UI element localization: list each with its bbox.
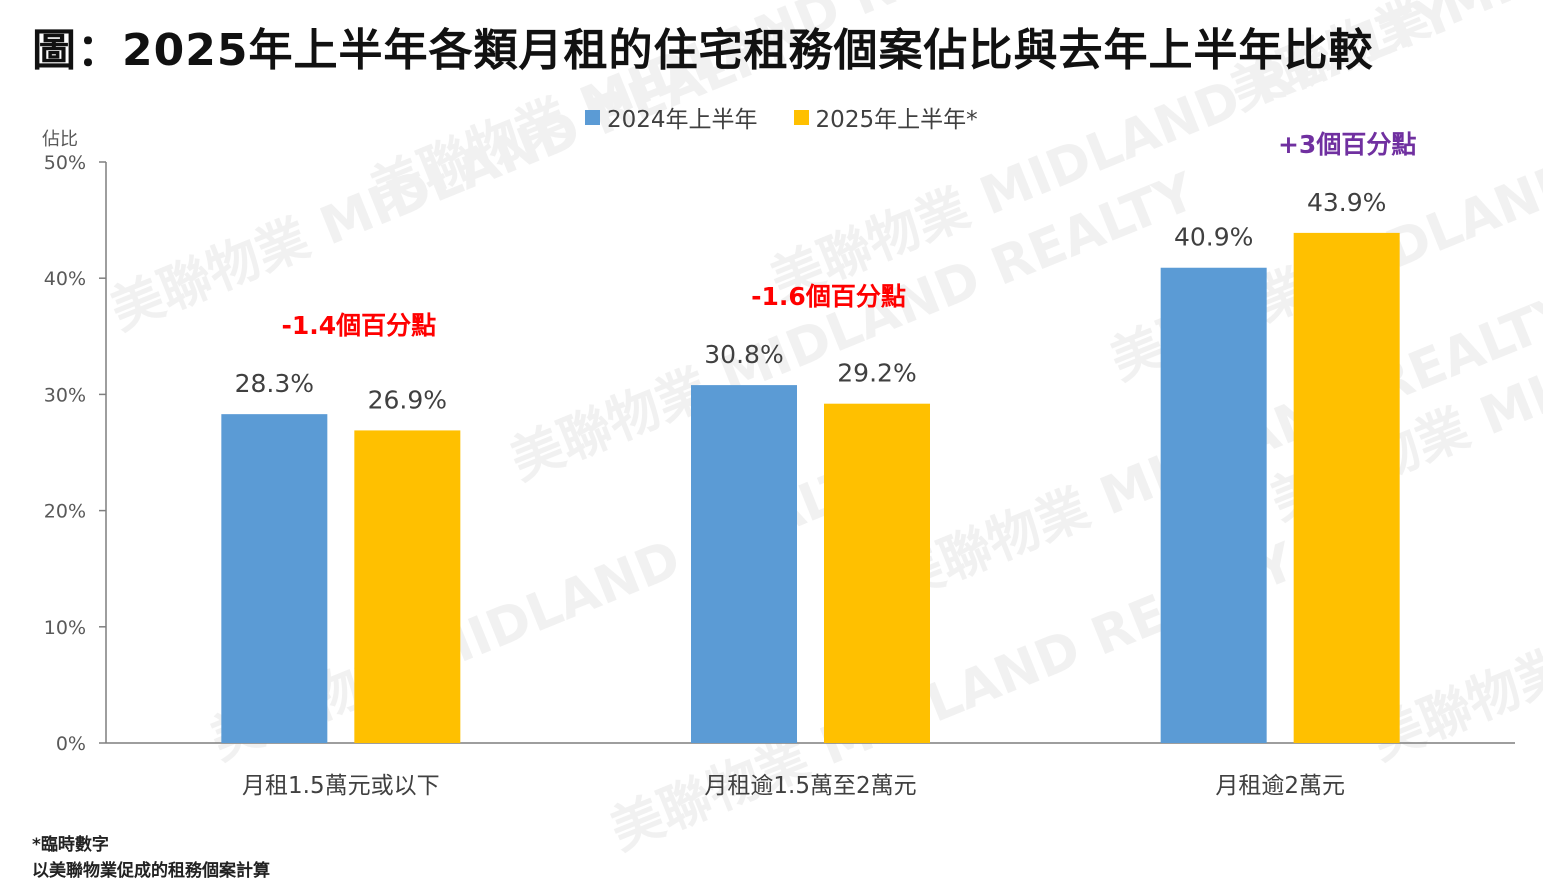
category-labels: 月租1.5萬元或以下 月租逾1.5萬至2萬元 月租逾2萬元 [242, 773, 1345, 799]
legend-swatch-2024 [585, 109, 600, 125]
bar-2025-2 [1293, 232, 1400, 743]
category-label: 月租1.5萬元或以下 [242, 773, 440, 799]
value-label: 26.9% [368, 385, 447, 414]
y-axis-label: 佔比 [42, 129, 78, 150]
value-label: 40.9% [1174, 223, 1253, 252]
footnote-source: 以美聯物業促成的租務個案計算 [32, 861, 270, 881]
y-tick-label: 10% [44, 617, 86, 639]
change-annotations: -1.4個百分點 -1.6個百分點 +3個百分點 [281, 130, 1416, 340]
y-tick-label: 30% [44, 384, 86, 406]
bar-2025-1 [824, 403, 930, 743]
bars [221, 232, 1400, 743]
bar-2024-1 [691, 385, 797, 743]
legend: 2024年上半年 2025年上半年* [585, 100, 1014, 134]
bar-2024-2 [1160, 267, 1267, 743]
value-label: 30.8% [704, 340, 783, 369]
change-annotation: +3個百分點 [1278, 130, 1416, 159]
footnote-provisional: *臨時數字 [32, 835, 109, 855]
y-tick-label: 50% [44, 152, 86, 174]
bar-2025-0 [354, 430, 461, 743]
value-label: 28.3% [235, 369, 314, 398]
legend-item-2024: 2024年上半年 [585, 100, 758, 134]
chart-title: 圖：2025年上半年各類月租的住宅租務個案佔比與去年上半年比較 [32, 25, 1374, 76]
y-tick-label: 40% [44, 268, 86, 290]
y-tick-label: 20% [44, 501, 86, 523]
legend-label-2024: 2024年上半年 [607, 107, 758, 133]
category-label: 月租逾2萬元 [1215, 773, 1345, 799]
change-annotation: -1.4個百分點 [281, 311, 436, 340]
value-label: 29.2% [837, 359, 916, 388]
value-label: 43.9% [1307, 188, 1386, 217]
category-label: 月租逾1.5萬至2萬元 [704, 773, 916, 799]
legend-label-2025: 2025年上半年* [815, 107, 978, 133]
legend-item-2025: 2025年上半年* [793, 100, 978, 134]
legend-swatch-2025 [793, 109, 809, 125]
y-tick-label: 0% [56, 733, 86, 755]
bar-2024-0 [221, 414, 328, 743]
value-labels: 28.3% 26.9% 30.8% 29.2% 40.9% 43.9% [235, 188, 1387, 415]
change-annotation: -1.6個百分點 [751, 282, 906, 311]
y-ticks: 0% 10% 20% 30% 40% 50% [44, 152, 106, 755]
